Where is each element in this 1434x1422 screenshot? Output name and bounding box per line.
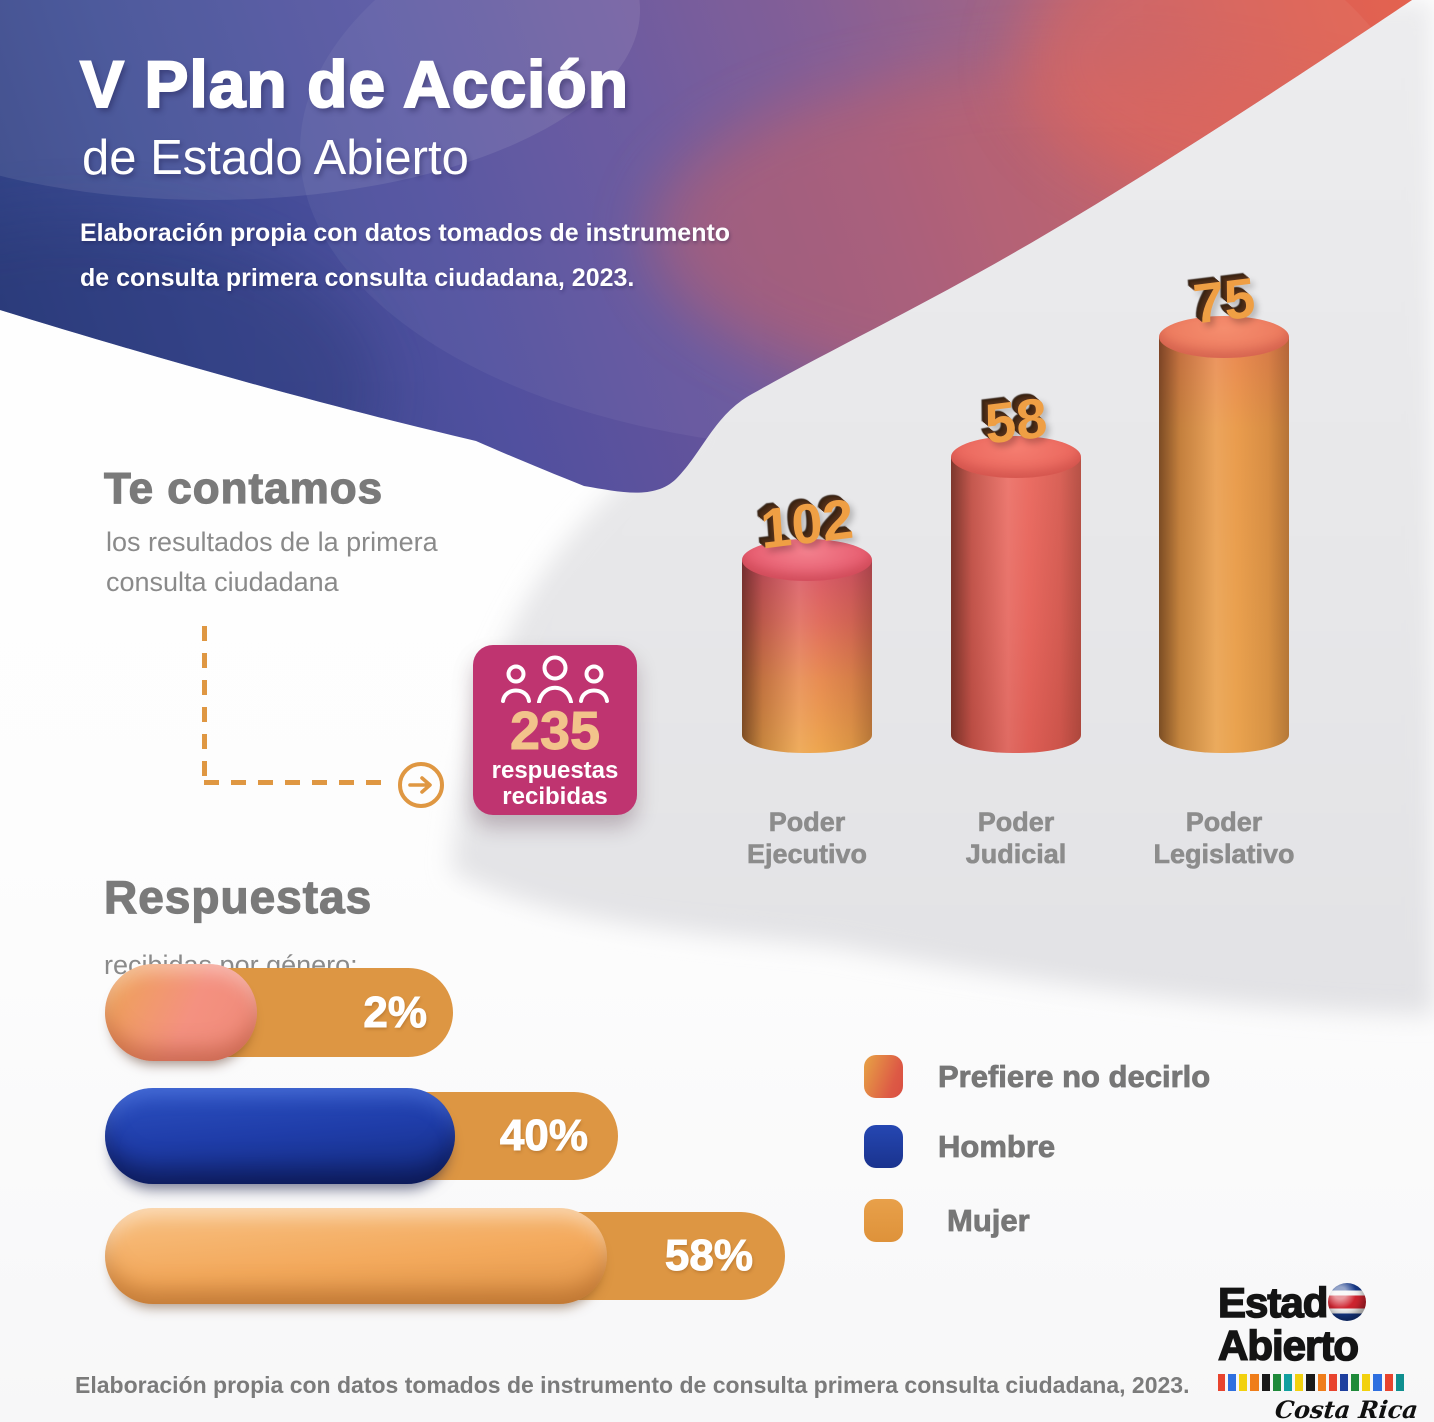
axis-label-line: Poder xyxy=(1185,807,1263,838)
gender-bar-hombre: 40% xyxy=(105,1088,618,1184)
axis-label-line: Ejecutivo xyxy=(746,839,868,870)
intro-text-line2: consulta ciudadana xyxy=(106,567,339,597)
logo-word-abierto: Abierto xyxy=(1217,1321,1418,1369)
gender-bar-percent: 58% xyxy=(664,1231,753,1281)
logo-country-name: Costa Rica xyxy=(1273,1394,1420,1422)
intro-heading: Te contamos xyxy=(103,463,384,513)
responses-label-line2: recibidas xyxy=(502,782,608,810)
cylinder-cap xyxy=(951,436,1081,478)
gender-bar-fill xyxy=(105,1208,607,1304)
dashed-connector-vertical xyxy=(202,626,207,778)
right-arrow-icon xyxy=(408,776,432,794)
logo-color-stripes xyxy=(1218,1373,1404,1391)
gender-bar-percent: 40% xyxy=(499,1111,588,1161)
cylinder-cap xyxy=(742,539,872,581)
cylinder-value-ejecutivo: 102 xyxy=(758,486,856,561)
arrow-circle-icon xyxy=(398,762,444,808)
gender-bar-fill xyxy=(105,1088,455,1184)
legend-item-mujer: Mujer xyxy=(864,1199,1030,1242)
legend-label: Prefiere no decirlo xyxy=(938,1058,1211,1094)
page-title: V Plan de Acción xyxy=(79,46,630,122)
axis-label-line: Poder xyxy=(768,807,846,838)
axis-label-line: Poder xyxy=(977,807,1055,838)
axis-label-ejecutivo: Poder Ejecutivo xyxy=(687,806,927,871)
gender-bar-mujer: 58% xyxy=(105,1208,785,1304)
logo-text: Estad xyxy=(1217,1279,1329,1326)
axis-label-judicial: Poder Judicial xyxy=(896,806,1136,871)
costa-rica-flag-icon xyxy=(1328,1283,1367,1321)
responses-count: 235 xyxy=(509,701,601,761)
source-note-line1: Elaboración propia con datos tomados de … xyxy=(80,219,731,247)
responses-highlight-card: 235 respuestas recibidas xyxy=(473,645,637,815)
cylinder-body xyxy=(742,560,872,753)
legend-label: Hombre xyxy=(938,1128,1056,1164)
cylinder-body xyxy=(1159,337,1289,753)
legend-item-hombre: Hombre xyxy=(864,1125,1056,1168)
footer-source-note: Elaboración propia con datos tomados de … xyxy=(75,1372,1190,1398)
legend-label: Mujer xyxy=(947,1202,1030,1238)
cylinder-body xyxy=(951,457,1081,753)
people-icon xyxy=(501,655,609,703)
responses-label-line1: respuestas xyxy=(491,757,619,784)
axis-label-line: Judicial xyxy=(965,839,1067,870)
dashed-connector-horizontal xyxy=(204,780,392,785)
legend-swatch-orange xyxy=(864,1199,903,1242)
axis-label-line: Legislativo xyxy=(1153,839,1295,870)
intro-text-line1: los resultados de la primera xyxy=(106,527,438,557)
gender-bar-percent: 2% xyxy=(363,987,428,1037)
legend-item-prefiere-no-decirlo: Prefiere no decirlo xyxy=(864,1055,1211,1098)
axis-label-legislativo: Poder Legislativo xyxy=(1104,806,1344,871)
logo-text: Abierto xyxy=(1217,1321,1360,1369)
gender-bar-prefiere-no-decirlo: 2% xyxy=(105,964,453,1061)
page-subtitle: de Estado Abierto xyxy=(82,131,469,185)
legend-swatch-gradient xyxy=(864,1055,903,1098)
gender-section-heading: Respuestas xyxy=(103,870,373,923)
legend-swatch-blue xyxy=(864,1125,903,1168)
estado-abierto-logo: Estad Abierto Costa Rica xyxy=(1217,1279,1420,1422)
gender-bar-fill xyxy=(105,964,257,1061)
cylinder-cap xyxy=(1159,316,1289,358)
source-note-line2: de consulta primera consulta ciudadana, … xyxy=(80,264,635,292)
logo-word-estado: Estad xyxy=(1217,1279,1418,1326)
